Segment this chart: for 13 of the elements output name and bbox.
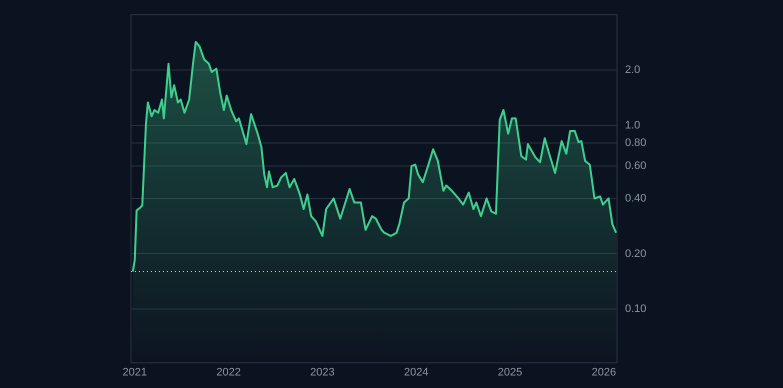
y-tick-label: 2.0 bbox=[625, 64, 640, 76]
x-tick-label: 2021 bbox=[122, 366, 147, 378]
y-tick-label: 0.40 bbox=[625, 192, 646, 204]
x-tick-label: 2025 bbox=[498, 366, 522, 378]
x-tick-label: 2023 bbox=[310, 366, 335, 378]
y-tick-label: 0.80 bbox=[625, 137, 646, 150]
y-tick-label: 0.60 bbox=[625, 160, 646, 172]
x-tick-label: 2026 bbox=[592, 366, 616, 378]
y-tick-label: 0.10 bbox=[625, 303, 646, 316]
y-tick-label: 1.0 bbox=[625, 119, 640, 132]
x-tick-label: 2024 bbox=[404, 366, 428, 378]
y-tick-label: 0.20 bbox=[625, 248, 646, 260]
x-tick-label: 2022 bbox=[216, 366, 241, 378]
